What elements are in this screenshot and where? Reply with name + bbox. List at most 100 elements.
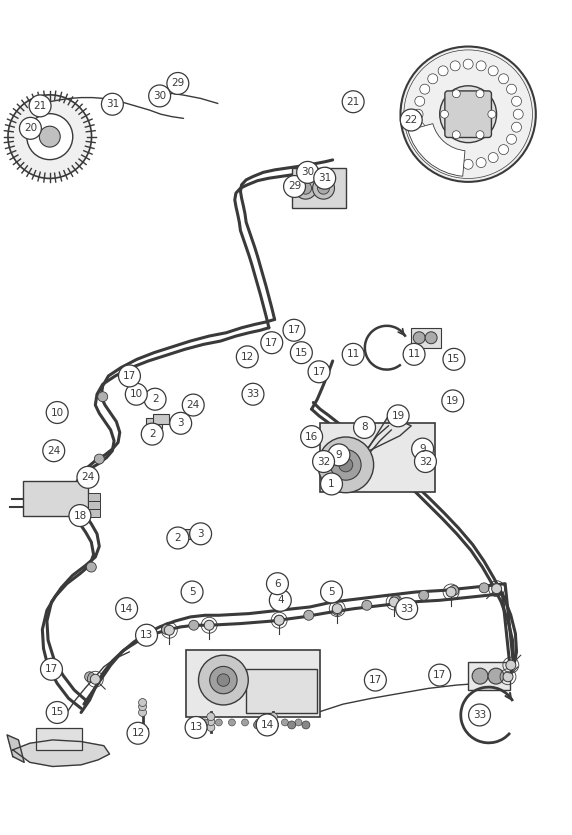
Circle shape [387,405,409,427]
Circle shape [413,331,425,344]
Text: 33: 33 [473,710,486,720]
Circle shape [269,712,277,721]
FancyBboxPatch shape [169,533,185,543]
Circle shape [207,723,215,731]
Text: 13: 13 [189,722,202,732]
Circle shape [98,392,108,402]
Text: 17: 17 [123,371,136,381]
Circle shape [77,467,99,488]
Circle shape [300,182,312,195]
Circle shape [281,719,288,726]
Text: 31: 31 [318,173,331,183]
Circle shape [269,717,277,726]
Circle shape [332,605,342,615]
Circle shape [189,620,198,630]
Circle shape [425,331,437,344]
Circle shape [419,590,429,600]
Circle shape [261,331,283,354]
Circle shape [138,703,146,711]
Text: 17: 17 [265,337,279,347]
Circle shape [241,719,248,726]
FancyBboxPatch shape [411,328,441,347]
Text: 2: 2 [152,394,158,404]
Circle shape [428,73,438,84]
Circle shape [210,666,237,694]
Text: 1: 1 [328,479,335,489]
Polygon shape [366,416,411,453]
Circle shape [29,95,51,117]
Circle shape [291,342,312,363]
Circle shape [320,581,343,603]
Circle shape [138,709,146,716]
Wedge shape [408,124,465,176]
Circle shape [301,426,323,448]
Circle shape [450,158,460,168]
Text: 10: 10 [130,389,143,399]
Text: 17: 17 [287,326,301,335]
Circle shape [288,721,296,729]
Circle shape [46,402,68,423]
Text: 17: 17 [312,367,325,377]
Circle shape [320,473,343,495]
Circle shape [167,73,189,94]
Circle shape [127,722,149,744]
Circle shape [476,131,484,139]
Circle shape [313,451,335,473]
Text: 17: 17 [369,675,382,685]
Text: 6: 6 [274,579,281,589]
Circle shape [507,84,517,94]
Circle shape [302,721,310,729]
Text: 33: 33 [400,604,414,614]
Circle shape [141,423,163,445]
Circle shape [513,109,523,119]
Circle shape [463,59,473,69]
Circle shape [364,669,386,691]
Text: 32: 32 [419,457,432,467]
Text: 14: 14 [120,604,133,614]
Circle shape [415,122,425,132]
Circle shape [236,346,258,367]
Circle shape [415,96,425,106]
Circle shape [420,134,430,144]
Circle shape [190,523,212,544]
FancyBboxPatch shape [88,493,100,501]
Circle shape [118,365,140,387]
Circle shape [185,716,207,738]
Text: 31: 31 [106,99,119,109]
FancyBboxPatch shape [292,169,347,208]
Circle shape [317,182,329,195]
Text: 17: 17 [45,665,58,675]
Text: 17: 17 [433,671,446,680]
Circle shape [204,620,214,630]
Text: 24: 24 [81,473,94,483]
Text: 19: 19 [446,396,459,406]
Circle shape [328,444,350,466]
Polygon shape [7,735,24,762]
FancyBboxPatch shape [320,423,435,493]
Text: 12: 12 [132,728,145,738]
Circle shape [255,719,262,726]
Circle shape [499,144,509,154]
Circle shape [207,717,215,726]
Text: 20: 20 [24,124,37,134]
Circle shape [268,719,275,726]
Circle shape [86,562,96,572]
Circle shape [164,625,174,635]
Circle shape [488,668,504,684]
Circle shape [170,412,192,434]
Circle shape [362,600,372,610]
Circle shape [511,96,522,106]
Text: 9: 9 [419,444,426,454]
FancyBboxPatch shape [186,650,320,716]
FancyBboxPatch shape [146,418,162,428]
Circle shape [390,595,400,605]
Circle shape [353,417,375,438]
Circle shape [161,625,172,635]
Circle shape [217,674,229,686]
Circle shape [488,66,498,76]
FancyBboxPatch shape [468,662,510,690]
Text: 15: 15 [295,347,308,357]
Circle shape [438,66,448,76]
Circle shape [144,388,166,410]
Circle shape [488,153,498,163]
